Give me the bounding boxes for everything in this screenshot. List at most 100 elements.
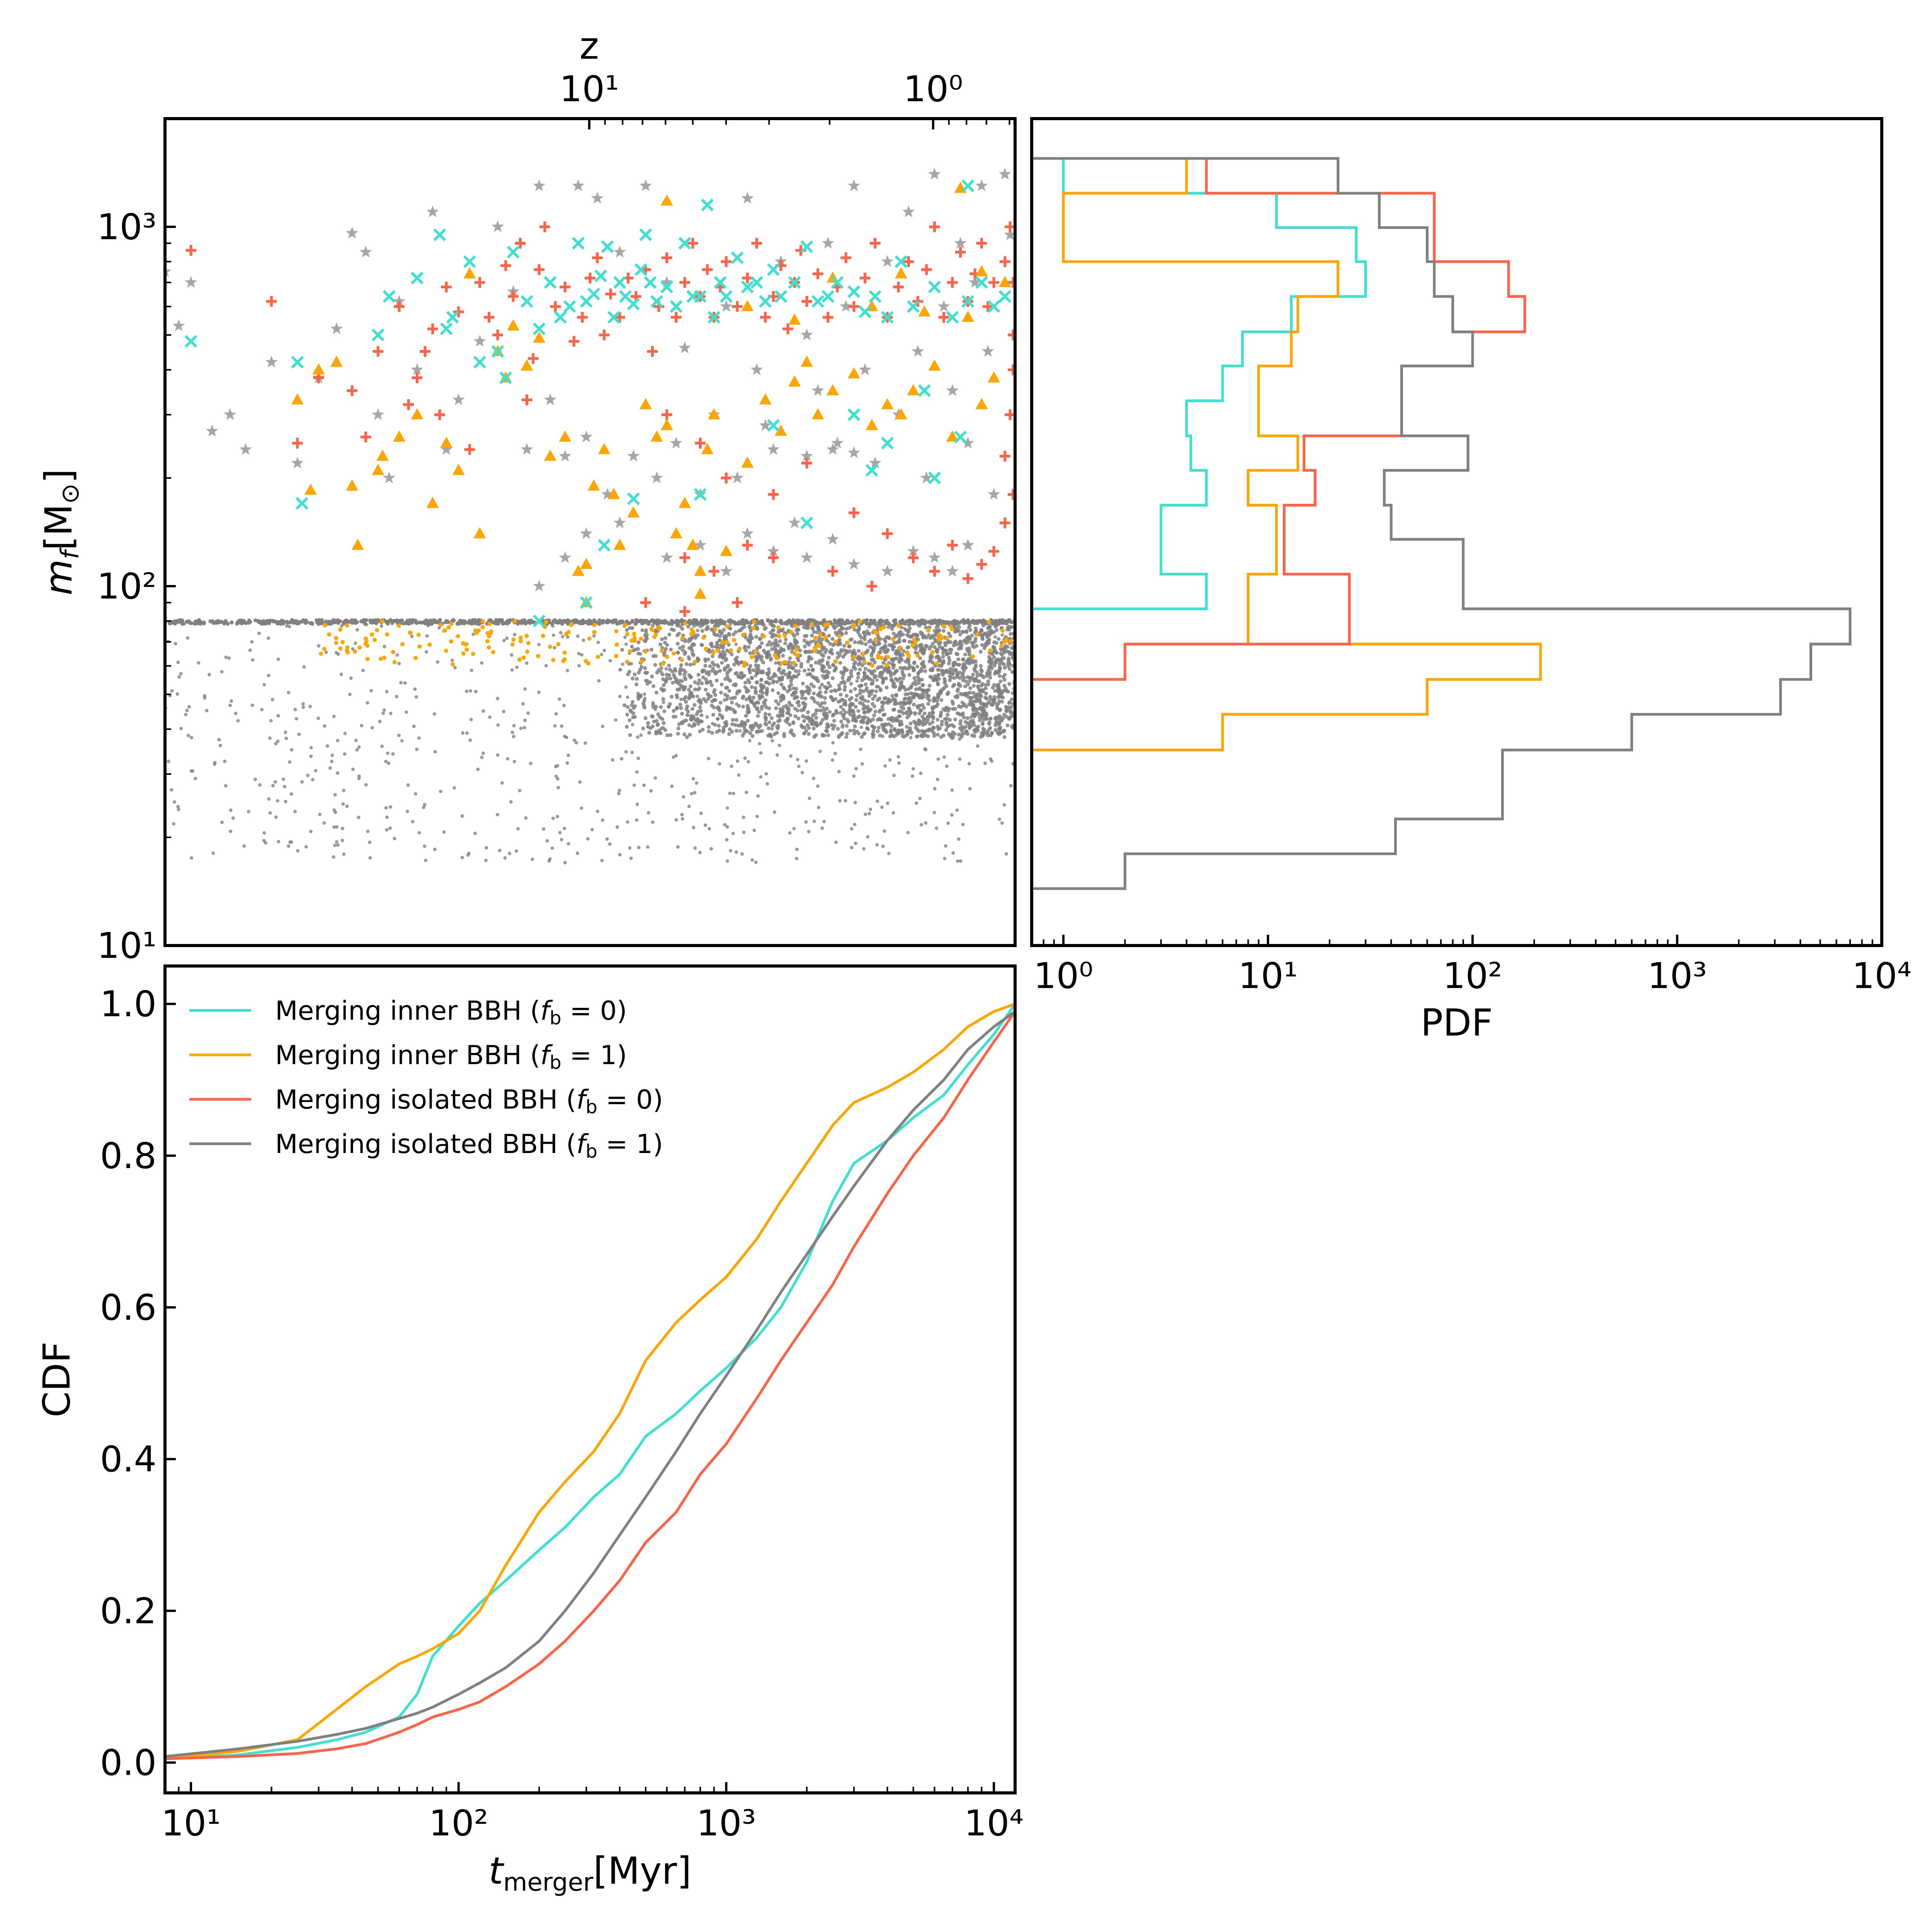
- background-point: [917, 722, 921, 726]
- scatter-marker-plus: [599, 329, 610, 340]
- background-point: [883, 713, 887, 717]
- background-point: [635, 818, 639, 822]
- background-point: [451, 658, 454, 662]
- scatter-marker-triangle: [607, 488, 620, 499]
- background-point: [816, 784, 820, 788]
- background-point: [867, 625, 871, 629]
- background-point: [843, 688, 847, 692]
- background-point: [714, 679, 719, 683]
- background-point: [830, 651, 834, 656]
- background-point: [924, 748, 928, 752]
- background-point: [1003, 666, 1007, 670]
- background-point: [918, 619, 922, 624]
- scatter-marker-x: [707, 311, 721, 324]
- background-point: [998, 658, 1003, 662]
- background-point: [863, 676, 867, 680]
- background-point: [787, 723, 792, 727]
- background-point: [815, 630, 819, 634]
- background-point: [413, 687, 417, 691]
- scatter-marker-x: [821, 290, 835, 303]
- scatter-marker-x: [532, 614, 546, 628]
- scatter-marker-plus: [708, 566, 719, 577]
- background-point: [907, 706, 911, 710]
- background-point: [930, 635, 934, 639]
- scatter-marker-plus: [534, 264, 545, 275]
- scatter-marker-plus: [999, 517, 1010, 529]
- background-point: [592, 630, 597, 634]
- background-point: [806, 715, 810, 719]
- scatter-marker-x: [975, 276, 988, 289]
- background-point: [975, 632, 980, 637]
- scatter-marker-triangle: [788, 375, 801, 387]
- background-point: [933, 645, 937, 649]
- background-point: [736, 689, 739, 693]
- background-point: [784, 637, 788, 641]
- scatter-marker-plus: [721, 256, 732, 267]
- background-point: [905, 725, 909, 729]
- background-point: [906, 658, 911, 663]
- scatter-marker-star: [426, 205, 439, 218]
- background-point: [559, 631, 563, 634]
- background-point: [384, 760, 388, 764]
- background-point: [920, 689, 924, 693]
- scatter-marker-plus: [988, 277, 1000, 288]
- background-point: [897, 659, 901, 663]
- background-point: [631, 715, 635, 719]
- background-point: [920, 714, 924, 719]
- background-point: [644, 628, 648, 632]
- scatter-marker-star: [372, 408, 384, 420]
- background-point: [408, 631, 413, 635]
- background-point: [811, 627, 815, 631]
- background-point: [176, 805, 180, 809]
- background-point: [789, 675, 793, 679]
- background-point: [753, 686, 758, 690]
- background-point: [718, 668, 722, 673]
- background-point: [903, 622, 908, 626]
- background-point: [725, 825, 729, 829]
- background-point: [871, 681, 875, 685]
- background-point: [900, 734, 905, 738]
- background-point: [876, 729, 880, 733]
- background-point: [429, 618, 433, 622]
- background-point: [364, 618, 368, 622]
- background-point: [691, 694, 695, 699]
- background-point: [1009, 632, 1013, 636]
- background-point: [770, 688, 775, 692]
- background-point: [774, 699, 778, 703]
- background-point: [302, 665, 306, 669]
- background-point: [913, 640, 918, 645]
- background-point: [928, 722, 932, 726]
- background-point: [842, 648, 846, 652]
- background-point: [866, 699, 870, 703]
- background-point: [706, 619, 710, 623]
- background-point: [617, 792, 621, 796]
- background-point: [928, 655, 932, 660]
- background-point: [1000, 821, 1004, 825]
- background-point: [449, 639, 453, 644]
- background-point: [207, 673, 211, 677]
- background-point: [948, 670, 952, 675]
- background-point: [915, 801, 918, 805]
- background-point: [886, 625, 891, 629]
- background-point: [643, 619, 647, 623]
- background-point: [926, 628, 931, 633]
- background-point: [951, 671, 955, 675]
- background-point: [844, 799, 847, 803]
- scatter-marker-plus: [687, 238, 698, 249]
- background-point: [806, 660, 810, 663]
- background-point: [777, 666, 782, 670]
- background-point: [935, 661, 939, 666]
- background-point: [957, 733, 961, 736]
- background-point: [667, 633, 672, 637]
- background-point: [670, 627, 674, 631]
- background-point: [866, 705, 870, 709]
- background-point: [962, 731, 966, 735]
- background-point: [919, 708, 923, 713]
- scatter-marker-plus: [822, 312, 833, 323]
- background-point: [1002, 678, 1007, 682]
- background-point: [995, 628, 999, 632]
- scatter-marker-star: [544, 393, 557, 405]
- background-point: [179, 672, 183, 676]
- background-point: [831, 741, 835, 745]
- background-point: [796, 672, 801, 676]
